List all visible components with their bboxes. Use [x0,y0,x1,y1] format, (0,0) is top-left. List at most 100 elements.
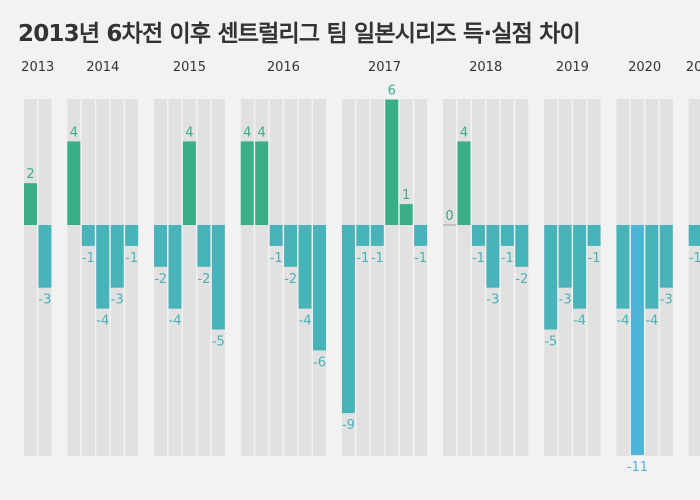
bar [370,225,384,246]
bar [255,141,269,225]
year-label: 2018 [469,60,502,75]
data-label: -1 [270,251,283,266]
bar-background [284,99,298,456]
data-label: -3 [486,293,499,308]
bar [154,225,168,267]
data-label: -1 [414,251,427,266]
bar [125,225,139,246]
year-label: 2014 [86,60,119,75]
bar-background [587,99,601,456]
data-label: 4 [243,125,251,140]
data-label: -3 [660,293,673,308]
data-label: 6 [388,84,396,99]
bar-background [443,99,457,456]
data-label: -2 [284,272,297,287]
bar [240,141,254,225]
bar [211,225,225,330]
bar [616,225,630,309]
data-label: 4 [185,125,193,140]
bar [414,225,428,246]
data-label: -2 [515,272,528,287]
bar-background [500,99,514,456]
bar [457,141,471,225]
year-label: 2017 [368,60,401,75]
data-label: 2 [26,167,34,182]
bar-background [471,99,485,456]
bar-background [197,99,211,456]
bar-background [24,99,37,456]
data-label: -1 [371,251,384,266]
chart-title: 2013년 6차전 이후 센트럴리그 팀 일본시리즈 득·실점 차이 [18,21,581,47]
data-label: 4 [460,125,468,140]
data-label: -1 [82,251,95,266]
year-label: 2015 [173,60,206,75]
data-label: 1 [402,188,410,203]
year-group-2019: -5 -3-4 -1 2019 [544,60,601,456]
bar-background [356,99,370,456]
bar [544,225,558,330]
data-label: -1 [125,251,138,266]
bar-background [688,99,700,456]
bar [385,99,399,225]
bar [515,225,529,267]
bar-background [125,99,139,456]
data-label: -5 [544,335,557,350]
bar-background [515,99,529,456]
bar [182,141,196,225]
data-label: -4 [573,314,586,329]
data-label: -6 [313,355,326,370]
bar [399,204,413,225]
data-label: -9 [342,418,355,433]
data-label: -3 [111,293,124,308]
bar [67,141,81,225]
bar-background [399,99,413,456]
year-label: 2021 [686,60,700,75]
data-label: -2 [197,272,210,287]
data-label: -4 [645,314,658,329]
year-label: 2019 [556,60,589,75]
bar-background [269,99,283,456]
year-label: 2020 [628,60,661,75]
bar [471,225,485,246]
bar-background [370,99,384,456]
bar [81,225,95,246]
bar-background [81,99,95,456]
bar [341,225,355,414]
bar [284,225,298,267]
data-label: 4 [258,125,266,140]
year-group-2014: 4 -1 -4-3 -1 2014 [67,60,139,456]
data-label: -3 [38,293,51,308]
data-label: -4 [169,314,182,329]
bar [298,225,312,309]
bar-background [414,99,428,456]
data-label: -1 [501,251,514,266]
bar [486,225,500,288]
bar-background [154,99,168,456]
year-label: 2016 [267,60,300,75]
year-label: 2013 [21,60,54,75]
bar [356,225,370,246]
bar [96,225,110,309]
data-label: -1 [588,251,601,266]
bar [500,225,514,246]
bar [688,225,700,246]
data-label: 4 [70,125,78,140]
year-group-2021: -122021 [686,60,700,456]
bar [558,225,572,288]
data-label: -4 [299,314,312,329]
bar [197,225,211,267]
data-label: -1 [472,251,485,266]
data-label: -4 [616,314,629,329]
bar [110,225,124,288]
data-label: -5 [212,335,225,350]
bar [630,225,644,455]
bar [24,183,37,225]
year-group-2015: -2 -4 4 -2 -5 2015 [154,60,225,456]
data-label: -3 [559,293,572,308]
bar [38,225,52,288]
bar [313,225,326,351]
bar [168,225,182,309]
